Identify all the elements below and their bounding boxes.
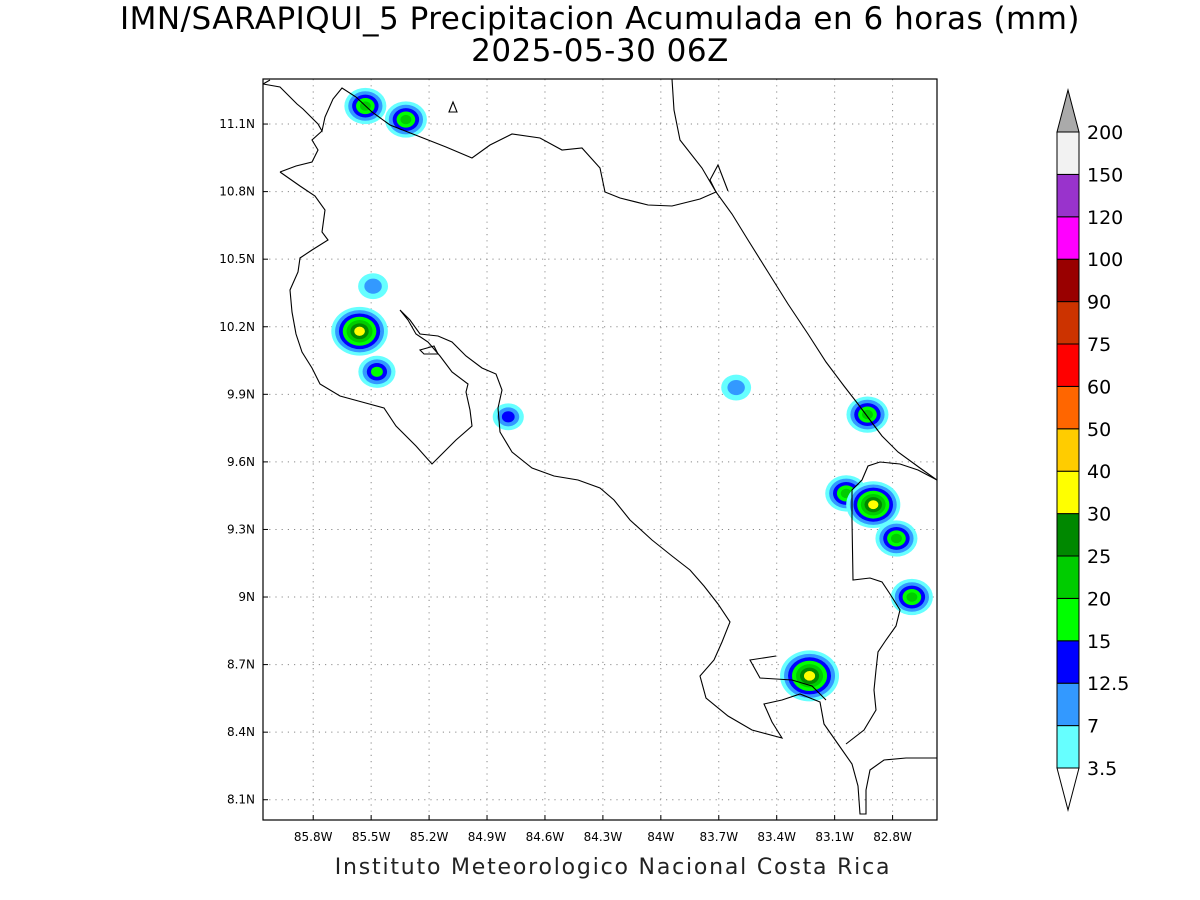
legend-level-label: 60 [1087, 376, 1111, 398]
legend-level-label: 12.5 [1087, 673, 1129, 695]
precip-contour [890, 533, 902, 544]
precip-contour [868, 500, 879, 510]
pacific-coastline-north [279, 130, 937, 815]
legend-swatch [1056, 173, 1080, 218]
coastlines-and-borders [263, 79, 937, 815]
axis-ticks: 85.8W 85.5W 85.2W 84.9W 84.6W 84.3W 84W 83.7W 83… [219, 117, 912, 844]
nicaragua-border [263, 83, 729, 207]
lat-tick-label: 10.8N [219, 185, 255, 199]
map-subtitle-date: 2025-05-30 06Z [471, 33, 729, 69]
lon-tick-label: 85.5W [352, 830, 391, 844]
lon-tick-label: 83.1W [815, 830, 854, 844]
legend-level-label: 3.5 [1087, 758, 1117, 780]
precip-cell-bocas-2 [890, 578, 933, 616]
legend-swatch [1056, 682, 1080, 727]
legend-level-label: 30 [1087, 504, 1111, 526]
legend-swatch [1056, 597, 1080, 642]
precip-contour [371, 366, 383, 377]
precip-contour [803, 671, 816, 681]
precip-cell-golfito [780, 650, 840, 702]
lon-tick-label: 83.7W [699, 830, 738, 844]
legend-swatch [1056, 555, 1080, 599]
precip-cell-guanacaste-central [331, 306, 388, 356]
legend-level-label: 75 [1087, 334, 1111, 356]
lat-tick-label: 8.4N [227, 725, 255, 739]
lat-tick-label: 10.5N [219, 252, 255, 266]
precip-cell-guanacaste-central-south [358, 355, 396, 388]
map-frame [262, 78, 938, 821]
precip-contour [354, 326, 365, 336]
map-title: IMN/SARAPIQUI_5 Precipitacion Acumulada … [119, 1, 1081, 37]
precip-contour [400, 114, 412, 125]
legend-level-label: 7 [1087, 716, 1099, 738]
lat-tick-label: 9.3N [227, 522, 255, 536]
lat-tick-label: 8.7N [227, 658, 255, 672]
precipitation-field [331, 87, 933, 702]
lat-tick-label: 10.2N [219, 320, 255, 334]
legend-upper-arrow [1056, 88, 1080, 133]
lon-tick-label: 84.9W [468, 830, 507, 844]
legend-level-label: 90 [1087, 292, 1111, 314]
footer-credit: Instituto Meteorologico Nacional Costa R… [334, 855, 892, 880]
lat-tick-label: 11.1N [219, 117, 255, 131]
legend-level-label: 50 [1087, 419, 1111, 441]
lon-tick-label: 83.4W [757, 830, 796, 844]
precip-contour [727, 380, 745, 396]
lon-tick-label: 84.6W [526, 830, 565, 844]
precip-cell-nicoya-gulf [492, 403, 524, 431]
legend-level-label: 25 [1087, 546, 1111, 568]
legend-swatch [1056, 640, 1080, 684]
panama-border-caribbean [845, 461, 937, 745]
legend-level-label: 40 [1087, 461, 1111, 483]
legend-level-label: 20 [1087, 588, 1111, 610]
legend-swatch [1056, 216, 1080, 260]
precip-cell-central-valley-east [721, 374, 752, 401]
legend-level-label: 200 [1087, 122, 1123, 144]
legend-swatch [1056, 343, 1080, 387]
legend-swatch [1056, 131, 1080, 175]
lon-tick-label: 84.3W [584, 830, 623, 844]
lon-tick-label: 82.8W [873, 830, 912, 844]
legend-level-label: 120 [1087, 207, 1123, 229]
lon-tick-label: 84W [647, 830, 674, 844]
legend-level-label: 15 [1087, 631, 1111, 653]
precip-cell-guanacaste-central-north [358, 273, 389, 300]
lat-tick-label: 9N [238, 590, 255, 604]
lat-tick-label: 9.6N [227, 455, 255, 469]
legend-swatch [1056, 513, 1080, 557]
lon-tick-label: 85.2W [410, 830, 449, 844]
legend-level-label: 100 [1087, 249, 1123, 271]
lat-tick-label: 9.9N [227, 387, 255, 401]
legend-lower-arrow [1056, 767, 1080, 812]
legend-swatch [1056, 301, 1080, 345]
lon-tick-label: 85.8W [294, 830, 333, 844]
legend-swatch [1056, 470, 1080, 515]
caribbean-coastline [671, 79, 937, 481]
precip-cell-bocas-1 [875, 520, 918, 557]
panama-border-pacific [749, 655, 827, 701]
legend-swatch [1056, 725, 1080, 769]
precip-cell-guanacaste-north-2 [384, 101, 427, 138]
precip-contour [364, 278, 382, 294]
precip-contour [906, 592, 918, 602]
lat-tick-label: 8.1N [227, 793, 255, 807]
legend-level-label: 150 [1087, 164, 1123, 186]
precip-contour [501, 411, 515, 423]
ometepe-island [448, 100, 458, 113]
legend-swatch [1056, 385, 1080, 430]
legend-swatch [1056, 258, 1080, 303]
precip-cell-talamanca-2 [846, 481, 901, 529]
legend-swatch [1056, 428, 1080, 472]
lake-nicaragua-shore [263, 79, 439, 355]
